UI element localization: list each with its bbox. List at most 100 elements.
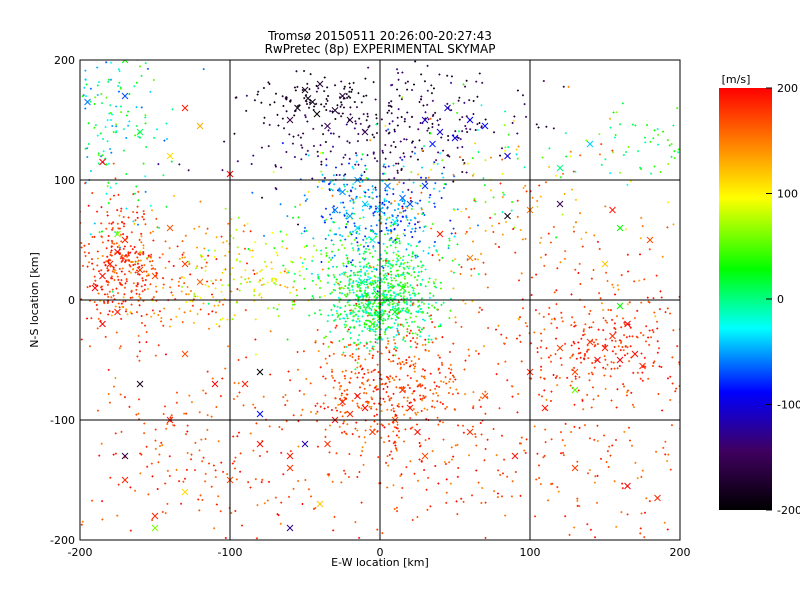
scatter-dot (261, 277, 264, 280)
scatter-dot (387, 326, 390, 329)
scatter-dot (355, 421, 358, 424)
scatter-dot (449, 378, 452, 381)
scatter-dot (162, 174, 165, 177)
scatter-dot (620, 341, 623, 344)
scatter-dot (315, 90, 318, 93)
scatter-dot (357, 281, 360, 284)
scatter-x-marker (354, 392, 361, 400)
scatter-dot (354, 359, 357, 362)
scatter-dot (193, 295, 196, 298)
scatter-dot (335, 174, 338, 177)
scatter-dot (331, 189, 334, 192)
scatter-dot (83, 86, 86, 89)
scatter-dot (178, 257, 181, 260)
scatter-dot (364, 195, 367, 198)
scatter-dot (634, 461, 637, 464)
scatter-dot (372, 378, 375, 381)
scatter-dot (285, 98, 288, 101)
scatter-dot (453, 209, 456, 212)
scatter-dot (140, 264, 143, 267)
scatter-dot (293, 114, 296, 117)
scatter-dot (101, 154, 104, 157)
scatter-dot (425, 488, 428, 491)
scatter-dot (436, 308, 439, 311)
scatter-dot (352, 280, 355, 283)
scatter-dot (476, 95, 479, 98)
scatter-dot (358, 320, 361, 323)
scatter-dot (123, 273, 126, 276)
scatter-dot (400, 473, 403, 476)
scatter-dot (524, 321, 527, 324)
scatter-dot (413, 398, 416, 401)
scatter-dot (402, 386, 405, 389)
scatter-dot (186, 430, 189, 433)
scatter-dot (639, 166, 642, 169)
scatter-dot (88, 285, 91, 288)
scatter-dot (428, 292, 431, 295)
scatter-dot (384, 249, 387, 252)
scatter-dot (349, 278, 352, 281)
scatter-dot (411, 140, 414, 143)
scatter-dot (200, 266, 203, 269)
scatter-dot (574, 170, 577, 173)
scatter-dot (380, 301, 383, 304)
scatter-dot (306, 82, 309, 85)
scatter-dot (235, 96, 238, 99)
scatter-dot (492, 428, 495, 431)
scatter-dot (400, 211, 403, 214)
scatter-dot (554, 353, 557, 356)
scatter-dot (142, 218, 145, 221)
scatter-dot (135, 185, 138, 188)
scatter-dot (135, 125, 138, 128)
scatter-dot (134, 192, 137, 195)
scatter-dot (381, 293, 384, 296)
scatter-dot (397, 207, 400, 210)
scatter-dot (416, 325, 419, 328)
scatter-dot (431, 126, 434, 129)
scatter-dot (448, 239, 451, 242)
scatter-dot (639, 253, 642, 256)
scatter-dot (427, 176, 430, 179)
scatter-dot (420, 270, 423, 273)
scatter-dot (389, 237, 392, 240)
scatter-dot (457, 424, 460, 427)
scatter-dot (388, 303, 391, 306)
scatter-dot (409, 155, 412, 158)
scatter-dot (408, 294, 411, 297)
scatter-dot (304, 199, 307, 202)
scatter-dot (407, 291, 410, 294)
scatter-dot (579, 283, 582, 286)
scatter-dot (569, 356, 572, 359)
scatter-dot (672, 329, 675, 332)
scatter-dot (361, 376, 364, 379)
scatter-dot (627, 426, 630, 429)
scatter-dot (345, 223, 348, 226)
scatter-dot (108, 310, 111, 313)
scatter-dot (402, 182, 405, 185)
scatter-dot (516, 132, 519, 135)
scatter-dot (303, 69, 306, 72)
scatter-dot (376, 422, 379, 425)
scatter-dot (276, 113, 279, 116)
scatter-dot (118, 347, 121, 350)
scatter-dot (199, 200, 202, 203)
scatter-dot (632, 406, 635, 409)
scatter-dot (460, 266, 463, 269)
scatter-dot (308, 101, 311, 104)
scatter-dot (357, 92, 360, 95)
scatter-dot (407, 384, 410, 387)
scatter-dot (86, 286, 89, 289)
scatter-dot (464, 393, 467, 396)
scatter-dot (344, 274, 347, 277)
scatter-dot (478, 306, 481, 309)
scatter-dot (416, 284, 419, 287)
scatter-dot (386, 189, 389, 192)
scatter-dot (106, 293, 109, 296)
scatter-dot (406, 321, 409, 324)
scatter-dot (354, 163, 357, 166)
scatter-dot (138, 238, 141, 241)
scatter-dot (573, 403, 576, 406)
scatter-dot (393, 227, 396, 230)
scatter-dot (281, 142, 284, 145)
scatter-dot (291, 300, 294, 303)
